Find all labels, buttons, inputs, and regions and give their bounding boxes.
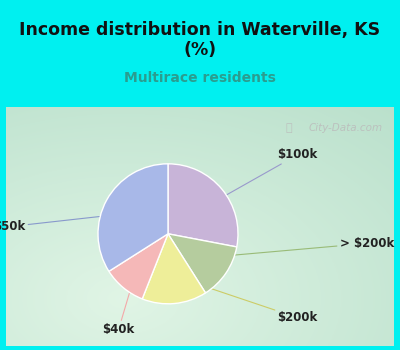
Text: > $200k: > $200k — [210, 237, 394, 257]
Wedge shape — [98, 164, 168, 271]
Wedge shape — [109, 234, 168, 299]
Text: ⓘ: ⓘ — [285, 123, 292, 133]
Text: $50k: $50k — [0, 214, 123, 233]
Text: Multirace residents: Multirace residents — [124, 71, 276, 85]
Text: $200k: $200k — [175, 276, 318, 324]
Wedge shape — [168, 234, 237, 293]
Wedge shape — [142, 234, 206, 304]
Wedge shape — [168, 164, 238, 247]
Text: City-Data.com: City-Data.com — [309, 123, 383, 133]
Text: $100k: $100k — [208, 148, 318, 206]
Text: $40k: $40k — [102, 269, 137, 336]
Text: Income distribution in Waterville, KS
(%): Income distribution in Waterville, KS (%… — [20, 21, 380, 60]
